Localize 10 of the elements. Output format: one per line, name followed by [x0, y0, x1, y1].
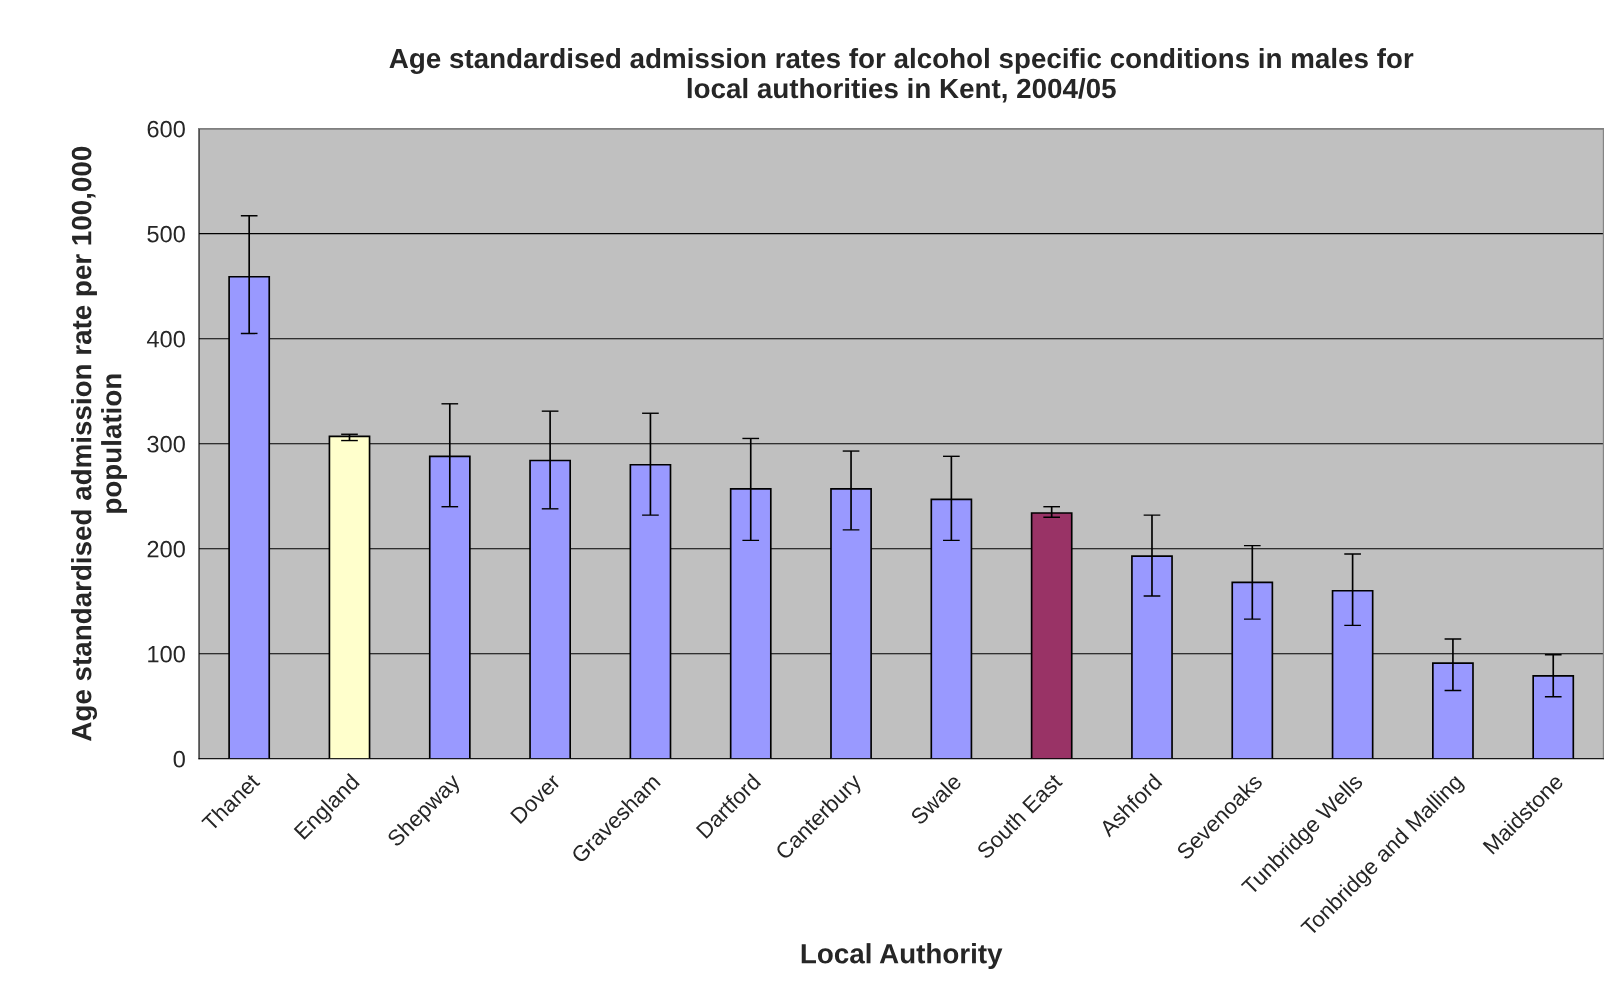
y-tick-label: 600	[147, 120, 185, 138]
y-tick-label: 200	[147, 540, 185, 558]
y-tick-label: 400	[146, 330, 185, 348]
y-tick-label: 100	[148, 645, 185, 663]
chart-title: Age standardised admission rates for alcohol specific conditions in males for local authorities in Kent, 2004/05	[389, 47, 1414, 103]
y-tick-label: 300	[147, 435, 185, 453]
y-tick-label: 500	[147, 225, 185, 243]
y-tick-label: 0	[173, 750, 185, 768]
y-axis-title: Age standardised admission rate per 100,000 population	[71, 146, 127, 741]
x-axis-title: Local Authority	[801, 943, 1003, 970]
